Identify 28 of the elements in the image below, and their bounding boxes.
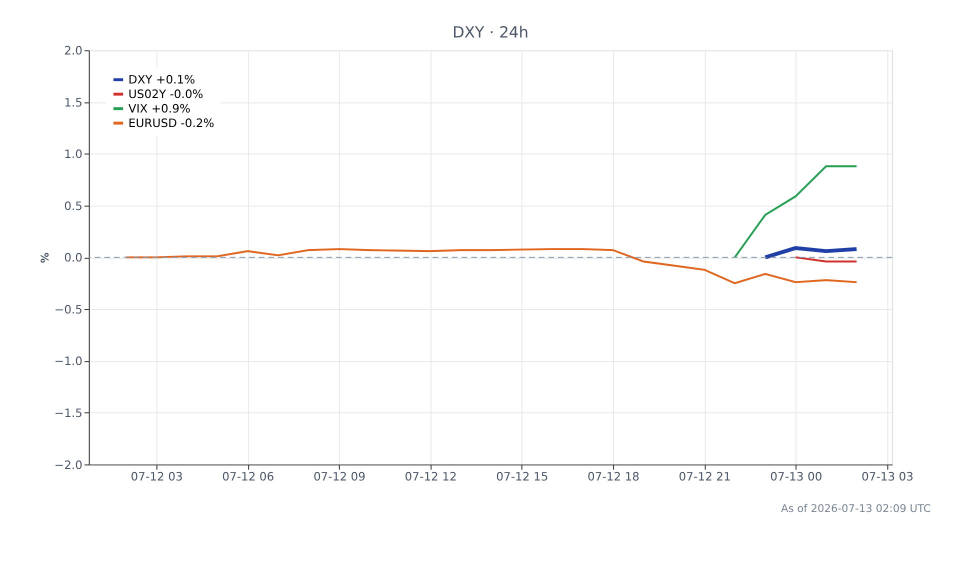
x-tick-label: 07-12 09: [313, 469, 366, 484]
x-tick-label: 07-12 15: [496, 469, 548, 484]
y-tick-label: −1.0: [54, 354, 83, 368]
x-tick-label: 07-12 21: [678, 469, 731, 484]
y-axis-title: %: [38, 252, 52, 264]
x-tick-label: 07-12 18: [587, 469, 640, 484]
legend-label: EURUSD -0.2%: [128, 116, 214, 130]
y-tick-label: 1.0: [64, 147, 83, 162]
y-tick-label: 0.0: [64, 250, 83, 265]
x-tick-label: 07-12 06: [222, 469, 274, 484]
y-tick-label: 2.0: [64, 44, 83, 58]
y-tick-label: 1.5: [64, 95, 83, 110]
y-tick-label: −2.0: [54, 458, 83, 472]
line-series: [763, 246, 859, 260]
x-tick-label: 07-13 00: [770, 469, 822, 484]
x-tick-label: 07-13 03: [861, 469, 914, 484]
legend-label: DXY +0.1%: [128, 72, 196, 87]
chart-title: DXY · 24h: [452, 24, 528, 42]
y-tick-label: −1.5: [54, 406, 83, 420]
y-tick-label: 0.5: [64, 198, 83, 213]
line-series: [734, 165, 858, 258]
x-tick-label: 07-12 03: [130, 469, 183, 484]
y-tick-label: −0.5: [54, 302, 83, 316]
text: As of 2026-07-13 02:09 UTC: [780, 502, 931, 515]
x-tick-label: 07-12 12: [404, 469, 457, 484]
legend-label: US02Y -0.0%: [128, 87, 204, 102]
legend-label: VIX +0.9%: [128, 102, 190, 116]
line-series: [124, 248, 858, 284]
